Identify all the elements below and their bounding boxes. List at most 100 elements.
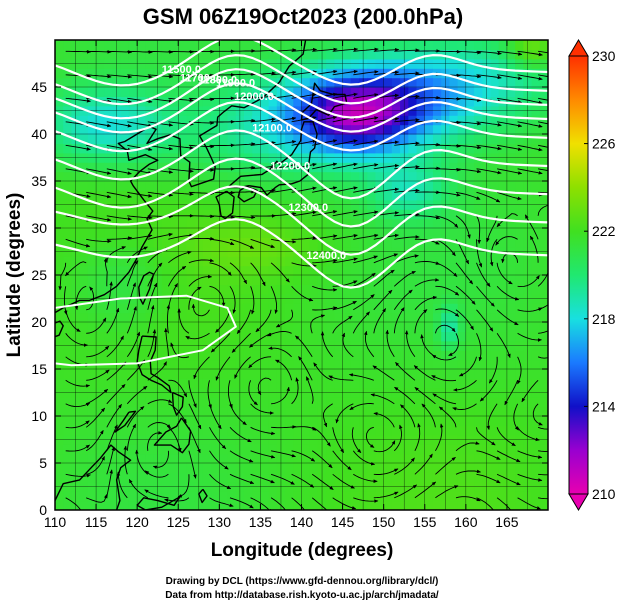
heatmap-cell	[71, 284, 81, 295]
x-axis: 110 115 120 125 130 135 140 145 150 155 160 165	[44, 40, 519, 530]
heatmap-cell	[301, 115, 311, 126]
heatmap-cell	[170, 181, 179, 191]
streamline	[271, 386, 290, 405]
heatmap-cell	[350, 453, 360, 464]
heatmap-cell	[161, 425, 171, 436]
heatmap-cell	[96, 406, 105, 417]
heatmap-cell	[268, 256, 278, 267]
heatmap-cell	[408, 77, 418, 88]
heatmap-cell	[482, 218, 492, 229]
heatmap-cell	[457, 397, 467, 408]
heatmap-cell	[55, 190, 64, 201]
streamline	[538, 473, 548, 476]
heatmap-cell	[408, 444, 418, 455]
heatmap-cell	[334, 312, 344, 323]
heatmap-cell	[128, 68, 138, 79]
heatmap-cell	[128, 199, 138, 210]
heatmap-cell	[515, 369, 524, 379]
heatmap-cell	[416, 397, 426, 408]
heatmap-cell	[71, 171, 81, 182]
heatmap-cell	[515, 303, 524, 314]
heatmap-cell	[219, 453, 229, 464]
coastline	[55, 320, 64, 338]
heatmap-cell	[63, 387, 73, 398]
heatmap-cell	[87, 312, 97, 323]
heatmap-cell	[498, 105, 508, 116]
heatmap-cell	[104, 425, 114, 436]
heatmap-cell	[449, 350, 459, 361]
heatmap-cell	[104, 387, 114, 398]
heatmap-cell	[268, 406, 278, 417]
heatmap-cell	[457, 256, 467, 267]
heatmap-cell	[285, 171, 294, 182]
heatmap-cell	[301, 49, 311, 60]
heatmap-cell	[523, 68, 533, 79]
heatmap-cell	[400, 162, 409, 173]
heatmap-cell	[457, 87, 467, 97]
heatmap-cell	[128, 209, 138, 220]
heatmap-cell	[55, 444, 64, 455]
y-tick-label: 35	[31, 173, 47, 189]
heatmap-cell	[391, 237, 401, 248]
heatmap-cell	[227, 152, 237, 163]
heatmap-cell	[515, 293, 524, 304]
heatmap-cell	[194, 134, 204, 144]
streamline	[455, 309, 474, 331]
heatmap-cell	[211, 124, 220, 135]
heatmap-cell	[531, 152, 541, 163]
heatmap-cell	[506, 472, 516, 483]
heatmap-cell	[170, 58, 179, 69]
heatmap-cell	[153, 152, 163, 163]
streamline	[476, 191, 501, 203]
heatmap-cell	[416, 481, 426, 492]
heatmap-cell	[87, 284, 97, 295]
heatmap-cell	[268, 350, 278, 361]
heatmap-cell	[490, 265, 500, 276]
height-contour	[55, 129, 548, 200]
heatmap-cell	[219, 134, 229, 144]
heatmap-cell	[416, 312, 426, 323]
heatmap-cell	[531, 463, 541, 473]
streamline	[188, 168, 215, 172]
streamline	[353, 139, 379, 146]
heatmap-cell	[523, 77, 533, 88]
plot-area: 11500.011700.011800.011900.012000.012100…	[55, 40, 548, 510]
heatmap-cell	[301, 228, 311, 238]
heatmap-cell	[178, 265, 188, 276]
heatmap-cell	[202, 181, 212, 191]
heatmap-cell	[55, 472, 64, 483]
heatmap-cell	[457, 359, 467, 370]
heatmap-cell	[227, 331, 237, 342]
heatmap-cell	[326, 143, 335, 154]
streamline	[147, 262, 163, 287]
heatmap-cell	[506, 218, 516, 229]
heatmap-cell	[326, 312, 335, 323]
heatmap-cell	[416, 425, 426, 436]
heatmap-cell	[252, 416, 262, 426]
heatmap-cell	[317, 481, 327, 492]
heatmap-cell	[128, 416, 138, 426]
heatmap-cell	[441, 134, 450, 144]
heatmap-cell	[285, 425, 294, 436]
heatmap-cell	[474, 463, 483, 473]
heatmap-cell	[104, 416, 114, 426]
heatmap-cell	[120, 265, 130, 276]
heatmap-cell	[457, 275, 467, 285]
heatmap-cell	[71, 105, 81, 116]
heatmap-cell	[112, 312, 122, 323]
heatmap-cell	[342, 87, 352, 97]
heatmap-cell	[137, 115, 146, 126]
heatmap-cell	[375, 350, 385, 361]
heatmap-cell	[342, 49, 352, 60]
heatmap-cell	[531, 303, 541, 314]
heatmap-cell	[161, 434, 171, 445]
heatmap-cell	[457, 406, 467, 417]
heatmap-cell	[137, 134, 146, 144]
streamline	[209, 262, 232, 276]
heatmap-cell	[441, 322, 450, 332]
heatmap-cell	[260, 491, 270, 502]
heatmap-cell	[375, 500, 385, 510]
heatmap-cell	[342, 303, 352, 314]
heatmap-cell	[498, 199, 508, 210]
heatmap-cell	[211, 58, 220, 69]
